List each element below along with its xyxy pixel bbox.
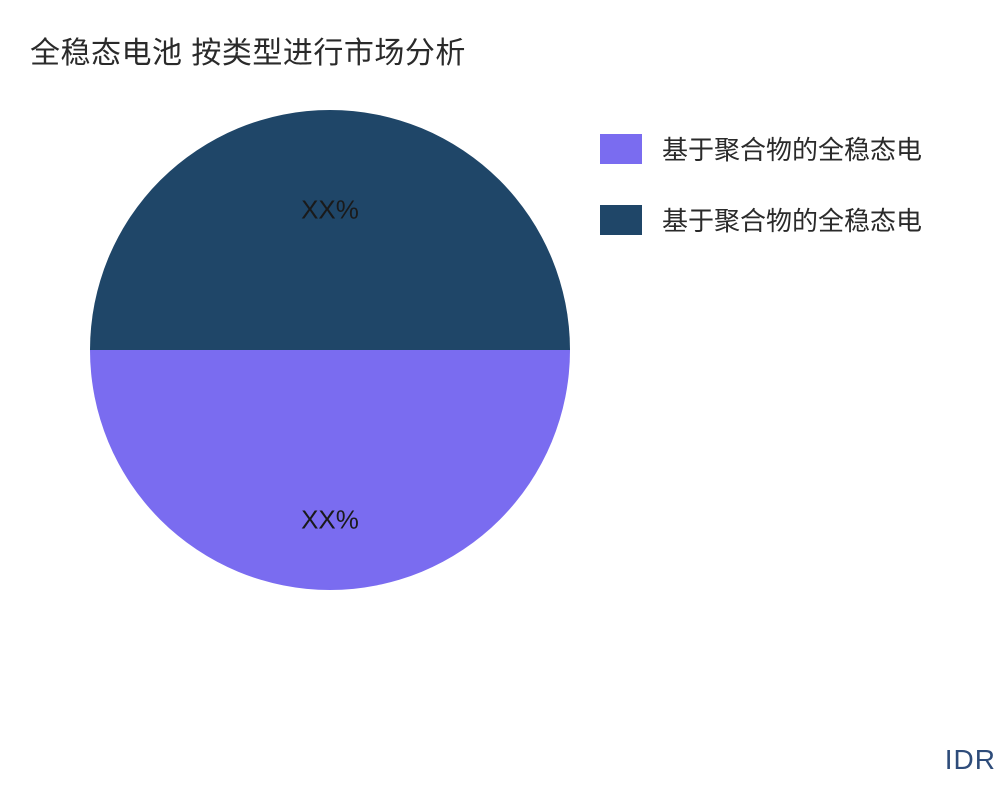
legend-item-0: 基于聚合物的全稳态电 bbox=[600, 130, 1000, 167]
slice-label-top: XX% bbox=[301, 195, 359, 226]
legend-text-0: 基于聚合物的全稳态电 bbox=[662, 130, 922, 167]
slice-label-bottom: XX% bbox=[301, 505, 359, 536]
pie-slice-1 bbox=[90, 350, 570, 590]
pie-chart: XX% XX% bbox=[90, 110, 570, 590]
legend-text-1: 基于聚合物的全稳态电 bbox=[662, 201, 922, 238]
footer-brand: IDR bbox=[945, 744, 996, 776]
legend-item-1: 基于聚合物的全稳态电 bbox=[600, 201, 1000, 238]
pie-slice-0 bbox=[90, 110, 570, 350]
legend-swatch-1 bbox=[600, 205, 642, 235]
legend: 基于聚合物的全稳态电 基于聚合物的全稳态电 bbox=[600, 130, 1000, 272]
chart-title: 全稳态电池 按类型进行市场分析 bbox=[30, 28, 466, 72]
legend-swatch-0 bbox=[600, 134, 642, 164]
